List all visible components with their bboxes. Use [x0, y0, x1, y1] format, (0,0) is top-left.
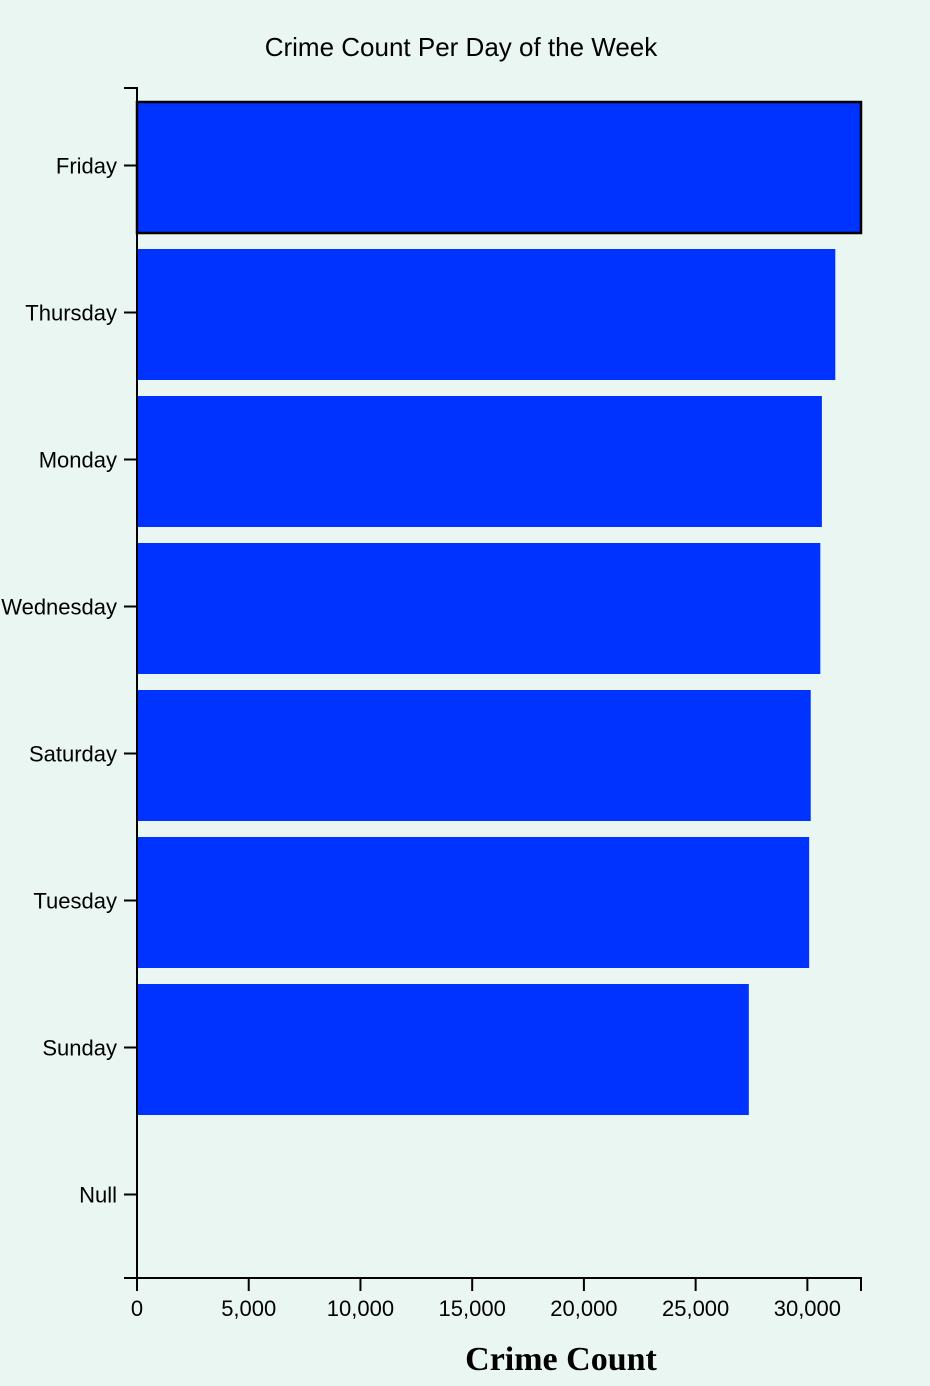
- bar-monday[interactable]: [137, 396, 822, 527]
- y-tick-label-wednesday: Wednesday: [1, 595, 117, 620]
- bar-tuesday[interactable]: [137, 837, 810, 968]
- y-axis: Friday Thursday Monday Wednesday Saturday Tue…: [1, 87, 138, 1279]
- x-tick-label: 10,000: [327, 1296, 394, 1321]
- y-tick-label-thursday: Thursday: [25, 301, 117, 326]
- bar-wednesday[interactable]: [137, 543, 821, 674]
- x-tick-label: 15,000: [439, 1296, 506, 1321]
- bar-sunday[interactable]: [137, 984, 749, 1115]
- x-tick-label: 25,000: [662, 1296, 729, 1321]
- x-axis-line: [136, 1277, 862, 1291]
- bar-saturday[interactable]: [137, 690, 811, 821]
- y-tick-label-sunday: Sunday: [42, 1036, 117, 1061]
- y-axis-line: [124, 87, 138, 1279]
- bar-friday[interactable]: [135, 100, 863, 235]
- x-tick-label: 0: [131, 1296, 143, 1321]
- x-tick-label: 20,000: [550, 1296, 617, 1321]
- bars-layer: [135, 100, 863, 1115]
- x-tick-label: 30,000: [774, 1296, 841, 1321]
- x-axis-title: Crime Count: [465, 1341, 657, 1378]
- x-tick-label: 5,000: [221, 1296, 276, 1321]
- x-axis: 0 5,000 10,000 15,000 20,000 25,000 30,000: [131, 1277, 862, 1321]
- y-tick-label-monday: Monday: [39, 448, 117, 473]
- y-tick-label-saturday: Saturday: [29, 742, 117, 767]
- y-tick-label-friday: Friday: [56, 154, 117, 179]
- bar-thursday[interactable]: [137, 249, 836, 380]
- y-tick-label-tuesday: Tuesday: [33, 889, 117, 914]
- y-tick-label-null: Null: [79, 1183, 117, 1208]
- chart-title: Crime Count Per Day of the Week: [265, 32, 659, 62]
